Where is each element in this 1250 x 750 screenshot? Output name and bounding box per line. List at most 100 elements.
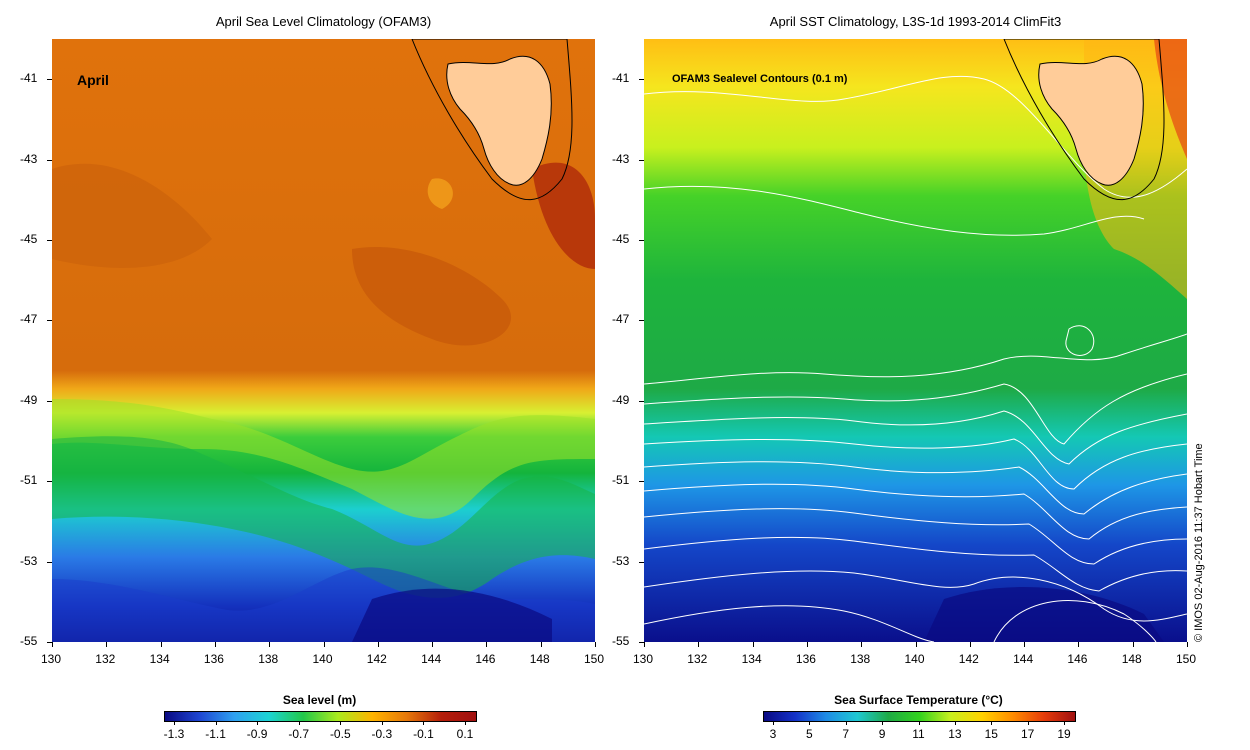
right-lon-tick-label: 142	[958, 652, 979, 666]
colorbar-tick	[340, 721, 342, 725]
colorbar-tick-label: 7	[842, 727, 850, 741]
month-label: April	[77, 72, 109, 88]
right-lat-tick	[639, 320, 644, 322]
sea-level-front	[52, 399, 595, 519]
left-lon-tick	[595, 642, 596, 647]
left-lat-tick-label: -41	[20, 71, 38, 86]
colorbar-tick-label: -0.5	[329, 727, 351, 741]
right-lat-tick	[639, 642, 644, 643]
colorbar-tick	[257, 721, 259, 725]
colorbar-tick-label: -1.3	[163, 727, 185, 741]
left-lat-tick	[47, 320, 52, 322]
tasmania-land	[446, 55, 552, 186]
right-lat-tick-label: -47	[612, 312, 630, 327]
left-lat-tick-label: -51	[20, 473, 38, 488]
left-lon-tick-label: 138	[258, 652, 279, 666]
right-lon-tick	[1078, 642, 1080, 647]
imos-credit: © IMOS 02-Aug-2016 11:37 Hobart Time	[1193, 443, 1205, 642]
colorbar-tick-label: 5	[806, 727, 813, 741]
tasmania-land	[1038, 55, 1144, 186]
right-lon-tick-label: 148	[1121, 652, 1142, 666]
right-lon-tick-label: 146	[1067, 652, 1088, 666]
colorbar-tick-label: 19	[1057, 727, 1071, 741]
right-lat-tick	[639, 240, 644, 241]
right-lat-tick	[639, 159, 644, 161]
colorbar-tick	[882, 721, 884, 725]
right-lon-tick	[969, 642, 971, 647]
right-lon-tick-label: 138	[850, 652, 871, 666]
left-lon-tick-label: 136	[203, 652, 224, 666]
right-lat-tick-label: -41	[612, 71, 630, 86]
colorbar-tick-label: -0.7	[288, 727, 310, 741]
left-lat-tick	[47, 159, 52, 161]
left-lon-tick	[486, 642, 488, 647]
colorbar-tick-label: 17	[1020, 727, 1035, 741]
sst-contour	[644, 438, 1187, 490]
left-lat-tick-label: -53	[20, 553, 38, 568]
right-lon-tick	[1024, 642, 1026, 647]
left-lon-tick-label: 142	[366, 652, 387, 666]
right-lat-tick	[639, 79, 644, 81]
contour-annotation: OFAM3 Sealevel Contours (0.1 m)	[672, 73, 848, 85]
left-lon-tick	[377, 642, 379, 647]
sea-level-patch	[352, 247, 512, 346]
left-lon-tick	[106, 642, 108, 647]
colorbar-tick	[773, 721, 774, 725]
left-lon-tick	[323, 642, 325, 647]
left-lat-tick-label: -49	[20, 392, 38, 407]
sst-contour	[644, 570, 1187, 622]
left-lon-tick-label: 148	[529, 652, 550, 666]
colorbar-tick	[845, 721, 847, 725]
sst-contour	[644, 75, 1187, 198]
right-lat-tick-label: -53	[612, 553, 630, 568]
left-lon-tick-label: 150	[584, 652, 605, 666]
right-lon-tick	[861, 642, 863, 647]
sst-colorbar-title: Sea Surface Temperature (°C)	[834, 693, 1003, 707]
sst-map	[644, 39, 1187, 642]
colorbar-tick	[1027, 721, 1029, 725]
sst-contour	[644, 461, 1187, 515]
colorbar-tick	[423, 721, 425, 725]
left-lat-tick-label: -45	[20, 232, 38, 246]
left-lon-tick-label: 132	[95, 652, 116, 666]
left-lon-tick-label: 130	[41, 652, 62, 666]
colorbar-tick	[918, 721, 920, 725]
left-lon-tick	[52, 642, 53, 647]
colorbar-tick-label: -0.9	[246, 727, 268, 741]
sst-contour	[644, 333, 1187, 385]
right-lat-tick	[639, 400, 644, 402]
colorbar-tick-label: -0.1	[413, 727, 434, 741]
sea-level-patch	[532, 162, 595, 269]
right-lon-tick-label: 134	[741, 652, 762, 666]
right-lon-tick-label: 144	[1013, 652, 1034, 666]
left-lon-tick-label: 144	[421, 652, 442, 666]
sst-contour	[644, 605, 935, 642]
sst-contour	[1065, 325, 1095, 356]
right-lat-tick-label: -43	[612, 151, 630, 166]
right-map-title: April SST Climatology, L3S-1d 1993-2014 …	[769, 14, 1062, 29]
colorbar-tick-label: 3	[769, 727, 777, 741]
right-lon-tick-label: 150	[1176, 652, 1197, 666]
colorbar-tick	[465, 721, 466, 725]
right-lat-tick-label: -45	[612, 232, 630, 246]
sst-warm-patch	[1154, 39, 1187, 159]
colorbar-tick-label: 9	[878, 727, 886, 741]
left-lon-tick-label: 140	[312, 652, 333, 666]
colorbar-tick	[1064, 721, 1065, 725]
right-lon-tick	[752, 642, 754, 647]
left-lat-tick	[47, 79, 52, 81]
right-lon-tick	[698, 642, 700, 647]
sst-contour	[644, 373, 1187, 445]
right-lat-tick-label: -55	[612, 634, 630, 648]
left-lat-tick	[47, 240, 52, 241]
right-lon-tick	[915, 642, 917, 647]
left-lon-tick	[214, 642, 216, 647]
sea-level-front	[52, 436, 595, 598]
colorbar-tick	[954, 721, 956, 725]
sst-contour	[644, 536, 1187, 592]
tasmania-coast-outline	[411, 39, 573, 201]
sst-contour	[644, 483, 1187, 540]
left-lon-tick-label: 134	[149, 652, 170, 666]
sea-level-colorbar-title: Sea level (m)	[282, 693, 357, 707]
colorbar-tick	[991, 721, 993, 725]
